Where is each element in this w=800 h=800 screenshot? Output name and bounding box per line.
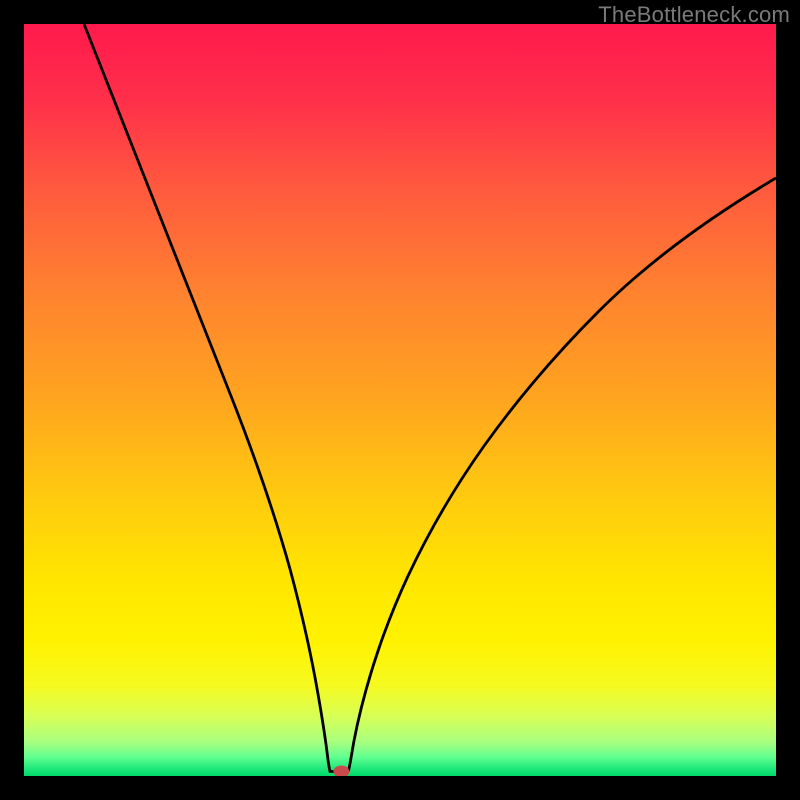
bottleneck-chart-svg [0, 0, 800, 800]
watermark-text: TheBottleneck.com [598, 2, 790, 28]
bottleneck-chart-container: TheBottleneck.com [0, 0, 800, 800]
plot-background [24, 24, 776, 776]
optimal-point-marker [333, 765, 349, 777]
